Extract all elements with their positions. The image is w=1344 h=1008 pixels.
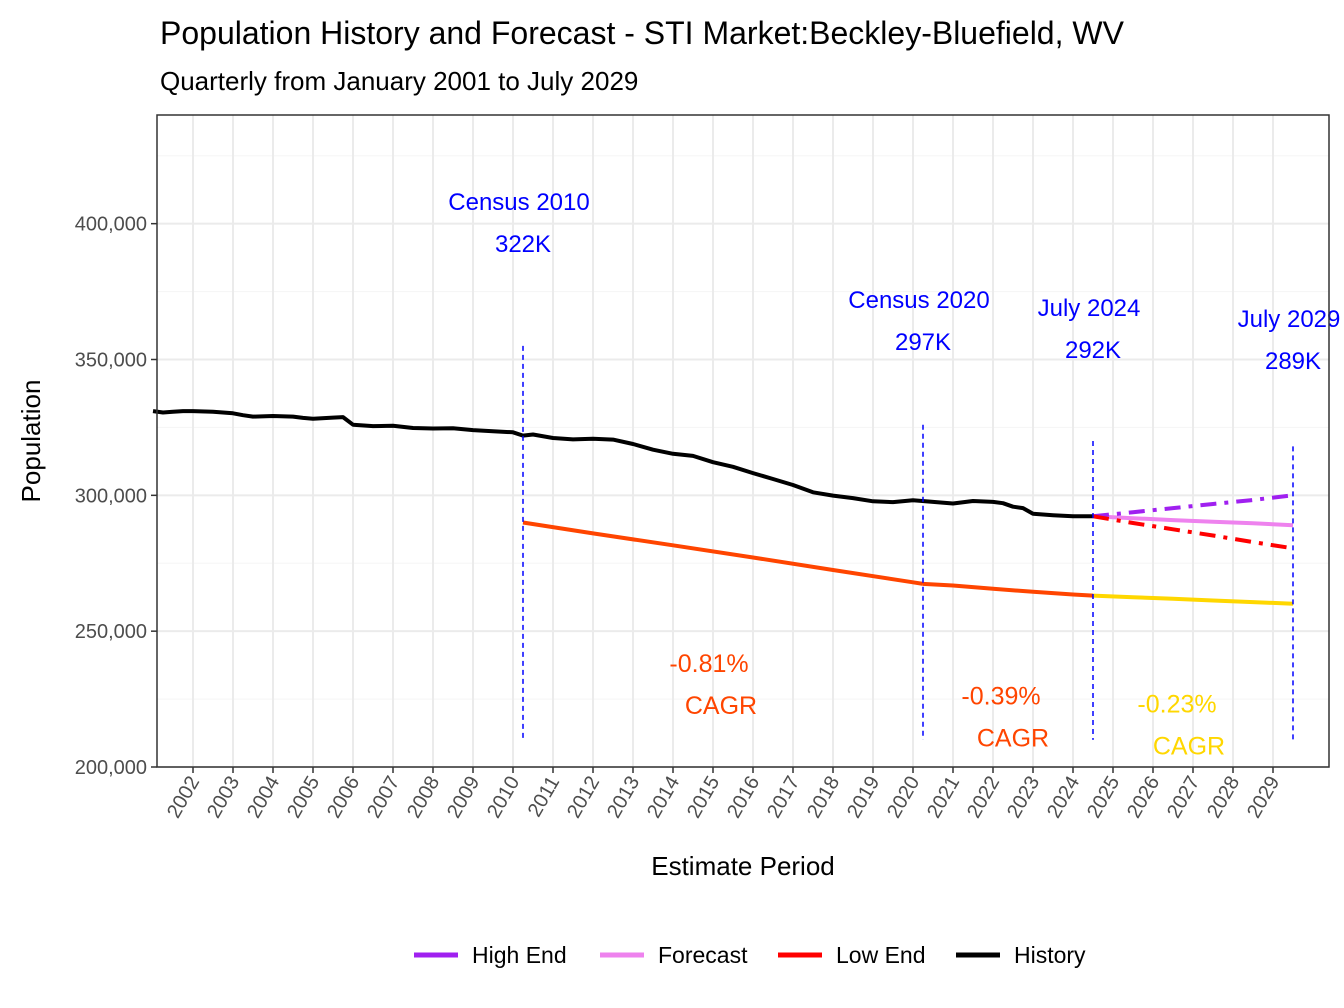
series-line-trend-2020-2024: [922, 581, 1094, 598]
x-tick-label: 2026: [1123, 773, 1164, 823]
legend-label: History: [1014, 942, 1086, 968]
x-tick-label: 2027: [1163, 773, 1204, 823]
x-tick-label: 2024: [1043, 773, 1084, 823]
cagr-label: CAGR: [685, 692, 757, 720]
series-line-history: [152, 409, 1093, 519]
y-tick-label: 300,000: [75, 485, 147, 507]
cagr-value: -0.23%: [1137, 691, 1216, 719]
x-tick-label: 2018: [803, 773, 844, 823]
x-tick-label: 2006: [323, 773, 364, 823]
legend-label: High End: [472, 942, 567, 968]
series-line-forecast: [1092, 514, 1294, 528]
legend: High End Forecast Low End History: [414, 942, 1086, 968]
y-tick-label: 400,000: [75, 214, 147, 236]
cagr-value: -0.81%: [669, 650, 748, 678]
series-line-trend-2010-2020: [522, 520, 924, 586]
x-tick-label: 2017: [763, 773, 804, 823]
x-tick-label: 2021: [923, 773, 964, 823]
x-tick-label: 2002: [163, 773, 204, 823]
cagr-label: CAGR: [1153, 733, 1225, 761]
series-layer: [152, 409, 1294, 606]
series-line-low-end: [1092, 514, 1294, 551]
y-axis-title: Population: [16, 380, 46, 503]
x-tick-label: 2010: [483, 773, 524, 823]
x-tick-label: 2012: [563, 773, 604, 823]
x-tick-label: 2003: [203, 773, 244, 823]
grid-layer: [157, 115, 1329, 768]
x-axis-title: Estimate Period: [651, 851, 835, 881]
series-line-trend-2024-2029: [1092, 593, 1294, 606]
x-tick-label: 2011: [524, 773, 565, 821]
annotations: Census 2010 322K Census 2020 297K July 2024 2…: [448, 189, 1340, 761]
legend-label: Low End: [836, 942, 926, 968]
legend-label: Forecast: [658, 942, 748, 968]
x-tick-label: 2016: [723, 773, 764, 823]
cagr-value: -0.39%: [961, 683, 1040, 711]
x-tick-label: 2005: [283, 773, 324, 823]
reference-lines: [522, 345, 1294, 740]
annotation-value: 289K: [1265, 348, 1321, 375]
x-tick-label: 2014: [643, 773, 684, 823]
annotation-label: July 2024: [1038, 295, 1141, 322]
x-tick-label: 2019: [843, 773, 884, 823]
annotation-value: 292K: [1065, 337, 1121, 364]
chart-title: Population History and Forecast - STI Ma…: [160, 15, 1125, 51]
y-tick-label: 250,000: [75, 621, 147, 643]
x-tick-label: 2004: [243, 773, 284, 823]
x-tick-label: 2009: [443, 773, 484, 823]
x-tick-label: 2008: [403, 773, 444, 823]
x-tick-label: 2029: [1243, 773, 1284, 823]
x-tick-label: 2025: [1083, 773, 1124, 823]
chart-subtitle: Quarterly from January 2001 to July 2029: [160, 66, 638, 96]
annotation-label: Census 2010: [448, 189, 589, 216]
x-tick-label: 2007: [363, 773, 404, 823]
annotation-label: July 2029: [1238, 306, 1341, 333]
annotation-value: 322K: [495, 231, 551, 258]
x-tick-label: 2015: [683, 773, 724, 823]
x-tick-label: 2028: [1203, 773, 1244, 823]
x-tick-label: 2020: [883, 773, 924, 823]
cagr-label: CAGR: [977, 725, 1049, 753]
annotation-label: Census 2020: [848, 287, 989, 314]
y-tick-label: 350,000: [75, 350, 147, 372]
x-tick-label: 2022: [963, 773, 1004, 823]
y-tick-label: 200,000: [75, 757, 147, 779]
annotation-value: 297K: [895, 329, 951, 356]
x-tick-label: 2023: [1003, 773, 1044, 823]
plot-border: [156, 114, 1330, 768]
x-tick-label: 2013: [603, 773, 644, 823]
